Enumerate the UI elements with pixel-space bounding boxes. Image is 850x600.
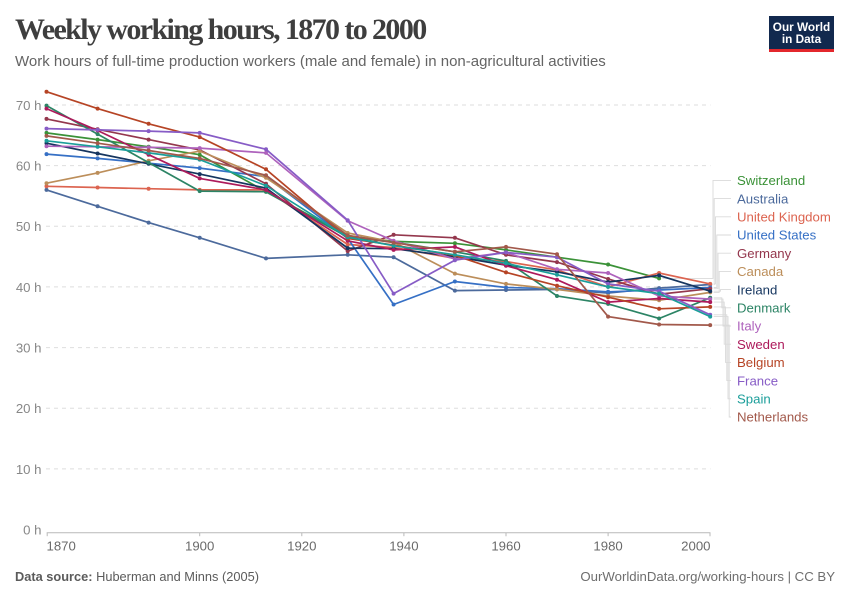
svg-text:40 h: 40 h bbox=[16, 280, 42, 295]
svg-text:Netherlands: Netherlands bbox=[737, 410, 809, 425]
svg-text:Canada: Canada bbox=[737, 264, 784, 279]
svg-text:60 h: 60 h bbox=[16, 159, 42, 174]
svg-text:1980: 1980 bbox=[593, 539, 622, 554]
svg-text:United Kingdom: United Kingdom bbox=[737, 210, 831, 225]
svg-text:1940: 1940 bbox=[389, 539, 418, 554]
svg-text:1960: 1960 bbox=[491, 539, 520, 554]
svg-text:20 h: 20 h bbox=[16, 401, 42, 416]
svg-text:10 h: 10 h bbox=[16, 462, 42, 477]
svg-text:Australia: Australia bbox=[737, 191, 789, 206]
svg-text:Spain: Spain bbox=[737, 392, 771, 407]
svg-text:Italy: Italy bbox=[737, 319, 762, 334]
svg-text:France: France bbox=[737, 373, 778, 388]
svg-text:0 h: 0 h bbox=[23, 522, 41, 537]
svg-text:Switzerland: Switzerland bbox=[737, 173, 805, 188]
svg-text:Ireland: Ireland bbox=[737, 282, 777, 297]
svg-text:1870: 1870 bbox=[47, 539, 76, 554]
svg-text:2000: 2000 bbox=[681, 539, 710, 554]
svg-text:United States: United States bbox=[737, 228, 817, 243]
svg-text:1900: 1900 bbox=[185, 539, 214, 554]
svg-text:30 h: 30 h bbox=[16, 341, 42, 356]
svg-text:Germany: Germany bbox=[737, 246, 792, 261]
svg-text:Denmark: Denmark bbox=[737, 301, 791, 316]
svg-text:70 h: 70 h bbox=[16, 98, 42, 113]
svg-text:50 h: 50 h bbox=[16, 219, 42, 234]
svg-text:Belgium: Belgium bbox=[737, 355, 785, 370]
svg-text:Sweden: Sweden bbox=[737, 337, 785, 352]
svg-text:1920: 1920 bbox=[287, 539, 316, 554]
